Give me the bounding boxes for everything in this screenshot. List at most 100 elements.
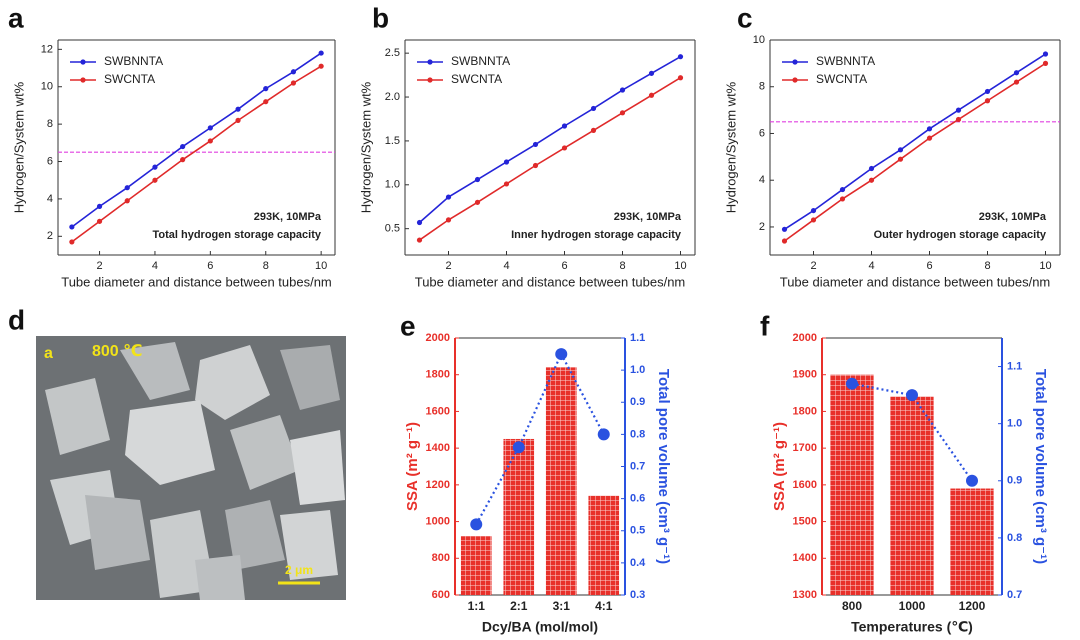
x-axis-label: Tube diameter and distance between tubes… — [415, 274, 686, 289]
point — [648, 92, 655, 98]
bar-hatch — [503, 438, 535, 595]
annotation: Total hydrogen storage capacity — [152, 229, 321, 241]
sem-image: a 800 ℃ 2 μm — [36, 336, 346, 600]
point — [124, 185, 130, 191]
y-tick-label: 800 — [432, 552, 450, 564]
point — [984, 98, 991, 104]
y-tick-label: 1900 — [793, 369, 817, 381]
y2-tick-label: 0.6 — [630, 493, 645, 505]
point — [677, 54, 684, 60]
series-line — [475, 351, 605, 525]
x-axis-label: Temperatures (℃) — [851, 619, 973, 635]
x-tick-label: 10 — [1039, 260, 1051, 272]
x-tick-label: 4 — [152, 260, 158, 272]
y2-tick-label: 0.8 — [1007, 532, 1022, 544]
x-tick-label: 2:1 — [510, 599, 528, 613]
y2-tick-label: 0.8 — [630, 428, 645, 440]
y-tick-label: 2000 — [426, 332, 450, 344]
y-tick-label: 1.5 — [385, 135, 400, 147]
x-axis-label: Dcy/BA (mol/mol) — [482, 619, 598, 635]
x-tick-label: 8 — [619, 260, 625, 272]
legend-label: SWBNNTA — [104, 54, 163, 68]
point — [955, 116, 962, 123]
y-tick-label: 1300 — [793, 589, 817, 601]
scale-bar-label: 2 μm — [285, 563, 313, 577]
point — [1013, 79, 1020, 85]
annotation: 293K, 10MPa — [979, 211, 1047, 223]
point — [839, 186, 846, 193]
point — [868, 165, 875, 172]
panel-label: a — [8, 2, 24, 33]
bar-hatch — [950, 488, 994, 595]
series-line — [71, 65, 322, 243]
point — [868, 177, 875, 183]
y2-tick-label: 0.7 — [1007, 589, 1022, 601]
point — [906, 389, 918, 402]
point — [926, 126, 933, 132]
x-tick-label: 2 — [96, 260, 102, 272]
x-tick-label: 6 — [561, 260, 567, 272]
point — [897, 147, 904, 153]
point — [590, 127, 597, 133]
point — [474, 199, 481, 205]
x-tick-label: 800 — [842, 599, 862, 613]
point — [152, 177, 158, 183]
y-tick-label: 600 — [432, 589, 450, 601]
point — [503, 159, 510, 165]
x-tick-label: 8 — [263, 260, 269, 272]
y2-axis-label: Total pore volume (cm³ g⁻¹) — [1032, 369, 1049, 564]
y-tick-label: 2.0 — [385, 91, 400, 103]
bar-hatch — [588, 495, 620, 595]
point — [416, 219, 423, 226]
y-tick-label: 0.5 — [385, 223, 400, 235]
x-tick-label: 6 — [207, 260, 213, 272]
y2-axis-label: Total pore volume (cm³ g⁻¹) — [655, 369, 672, 564]
image-temperature: 800 ℃ — [92, 343, 143, 360]
x-axis-label: Tube diameter and distance between tubes… — [780, 274, 1051, 289]
x-tick-label: 10 — [674, 260, 686, 272]
y2-tick-label: 0.9 — [630, 396, 645, 408]
y-tick-label: 1400 — [793, 552, 817, 564]
x-tick-label: 8 — [984, 260, 990, 272]
y-tick-label: 2 — [759, 221, 765, 233]
x-tick-label: 10 — [315, 260, 327, 272]
point — [781, 226, 788, 232]
point — [846, 377, 858, 390]
point — [318, 63, 324, 69]
y-tick-label: 6 — [759, 127, 765, 139]
series-line — [784, 62, 1046, 242]
x-tick-label: 4 — [868, 260, 874, 272]
point — [839, 196, 846, 202]
point — [235, 106, 241, 112]
y-tick-label: 1400 — [426, 442, 450, 454]
x-tick-label: 2 — [445, 260, 451, 272]
panel-label: b — [372, 2, 389, 33]
point — [416, 237, 423, 243]
y2-tick-label: 1.1 — [630, 332, 645, 344]
point — [984, 88, 991, 95]
y-tick-label: 8 — [47, 118, 53, 130]
y2-tick-label: 0.4 — [630, 557, 646, 569]
point — [532, 141, 539, 148]
panel-label: e — [400, 310, 416, 341]
legend-marker — [427, 59, 433, 65]
legend-label: SWCNTA — [816, 72, 867, 86]
x-axis-label: Tube diameter and distance between tubes… — [61, 274, 332, 289]
point — [263, 86, 269, 92]
point — [897, 156, 904, 162]
point — [69, 224, 75, 230]
x-tick-label: 6 — [926, 260, 932, 272]
y2-tick-label: 1.0 — [630, 364, 645, 376]
annotation: Inner hydrogen storage capacity — [511, 229, 682, 241]
annotation: 293K, 10MPa — [614, 211, 682, 223]
y-axis-label: Hydrogen/System wt% — [723, 81, 738, 213]
y-tick-label: 2000 — [793, 332, 817, 344]
point — [318, 50, 324, 56]
y-tick-label: 1600 — [426, 405, 450, 417]
y-tick-label: 1000 — [426, 515, 450, 527]
point — [781, 238, 788, 244]
point — [512, 441, 525, 454]
legend-marker — [80, 77, 86, 83]
point — [290, 69, 297, 75]
point — [69, 239, 75, 245]
